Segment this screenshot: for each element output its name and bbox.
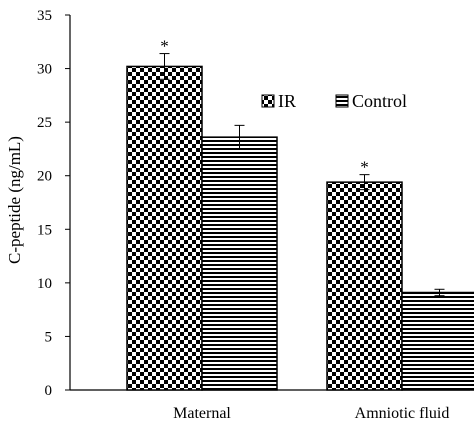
x-axis-labels: Maternal Amniotic fluid [173, 405, 449, 422]
bar-control-1 [401, 291, 474, 391]
y-tick-label: 10 [37, 276, 52, 292]
x-category-label: Amniotic fluid [355, 405, 450, 422]
bar-control-0 [201, 136, 278, 391]
bar-ir-0 [126, 65, 203, 391]
bar-ir-1 [326, 181, 403, 391]
legend-swatch-ir [261, 94, 275, 108]
bars: ** [126, 37, 474, 391]
legend-label-ir: IR [278, 91, 296, 111]
y-tick-label: 30 [37, 62, 52, 78]
legend: IR Control [261, 91, 407, 111]
y-tick-label: 5 [45, 329, 53, 345]
y-axis-title: C-peptide (ng/mL) [5, 136, 24, 264]
y-tick-label: 25 [37, 115, 52, 131]
y-axis-ticks: 0 5 10 15 20 25 30 35 [37, 8, 70, 399]
significance-marker: * [160, 37, 169, 56]
x-category-label: Maternal [173, 405, 231, 422]
legend-swatch-control [335, 94, 349, 108]
y-tick-label: 15 [37, 222, 52, 238]
y-tick-label: 35 [37, 8, 52, 24]
significance-marker: * [360, 158, 369, 177]
y-tick-label: 20 [37, 169, 52, 185]
legend-label-control: Control [352, 91, 407, 111]
y-tick-label: 0 [45, 383, 53, 399]
